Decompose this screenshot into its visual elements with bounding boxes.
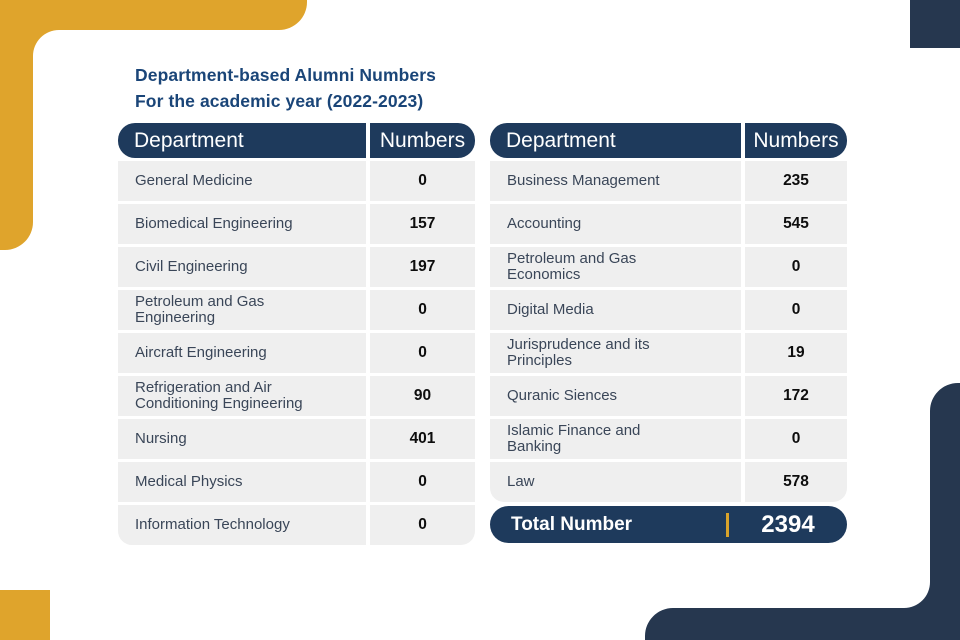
department-cell: Petroleum and Gas Economics bbox=[490, 247, 741, 287]
table-row: Law 578 bbox=[490, 462, 847, 502]
table-row: Medical Physics 0 bbox=[118, 462, 475, 502]
total-row: Total Number 2394 bbox=[490, 506, 847, 543]
table-row: Business Management 235 bbox=[490, 161, 847, 201]
table-row: General Medicine 0 bbox=[118, 161, 475, 201]
corner-accent-top-left-shape bbox=[0, 0, 307, 250]
department-cell: Law bbox=[490, 462, 741, 502]
number-cell: 19 bbox=[745, 333, 847, 373]
number-cell: 545 bbox=[745, 204, 847, 244]
page-title-line1: Department-based Alumni Numbers bbox=[135, 65, 436, 85]
table-header-row: Department Numbers bbox=[490, 123, 847, 158]
numbers-header: Numbers bbox=[370, 123, 475, 158]
table-row: Aircraft Engineering 0 bbox=[118, 333, 475, 373]
department-header: Department bbox=[490, 123, 741, 158]
table-row: Digital Media 0 bbox=[490, 290, 847, 330]
bottom-left-block-shape bbox=[0, 590, 50, 640]
department-cell: Refrigeration and Air Conditioning Engin… bbox=[118, 376, 366, 416]
table-row: Petroleum and Gas Engineering 0 bbox=[118, 290, 475, 330]
table-row: Petroleum and Gas Economics 0 bbox=[490, 247, 847, 287]
table-header-row: Department Numbers bbox=[118, 123, 475, 158]
table-row: Islamic Finance and Banking 0 bbox=[490, 419, 847, 459]
table-row: Information Technology 0 bbox=[118, 505, 475, 545]
number-cell: 0 bbox=[370, 462, 475, 502]
number-cell: 197 bbox=[370, 247, 475, 287]
page-title-line2: For the academic year (2022-2023) bbox=[135, 91, 424, 111]
table-row: Refrigeration and Air Conditioning Engin… bbox=[118, 376, 475, 416]
table-row: Biomedical Engineering 157 bbox=[118, 204, 475, 244]
number-cell: 0 bbox=[370, 505, 475, 545]
department-cell: General Medicine bbox=[118, 161, 366, 201]
number-cell: 0 bbox=[745, 290, 847, 330]
number-cell: 172 bbox=[745, 376, 847, 416]
department-cell: Biomedical Engineering bbox=[118, 204, 366, 244]
number-cell: 0 bbox=[370, 290, 475, 330]
corner-accent-bottom-right-shape bbox=[645, 383, 960, 640]
number-cell: 0 bbox=[745, 247, 847, 287]
department-cell: Islamic Finance and Banking bbox=[490, 419, 741, 459]
department-cell: Digital Media bbox=[490, 290, 741, 330]
number-cell: 157 bbox=[370, 204, 475, 244]
number-cell: 0 bbox=[370, 161, 475, 201]
table-row: Quranic Siences 172 bbox=[490, 376, 847, 416]
department-cell: Civil Engineering bbox=[118, 247, 366, 287]
table-row: Nursing 401 bbox=[118, 419, 475, 459]
total-label: Total Number bbox=[511, 513, 633, 535]
number-cell: 0 bbox=[745, 419, 847, 459]
department-cell: Business Management bbox=[490, 161, 741, 201]
number-cell: 0 bbox=[370, 333, 475, 373]
numbers-header: Numbers bbox=[745, 123, 847, 158]
department-cell: Information Technology bbox=[118, 505, 366, 545]
number-cell: 235 bbox=[745, 161, 847, 201]
alumni-table-left: Department Numbers General Medicine 0 Bi… bbox=[118, 123, 475, 548]
department-cell: Jurisprudence and its Principles bbox=[490, 333, 741, 373]
department-cell: Quranic Siences bbox=[490, 376, 741, 416]
number-cell: 90 bbox=[370, 376, 475, 416]
department-cell: Accounting bbox=[490, 204, 741, 244]
table-row: Jurisprudence and its Principles 19 bbox=[490, 333, 847, 373]
top-right-block-shape bbox=[910, 0, 960, 48]
total-divider bbox=[726, 512, 729, 537]
department-cell: Medical Physics bbox=[118, 462, 366, 502]
page-title: Department-based Alumni Numbers For the … bbox=[135, 62, 436, 114]
department-cell: Aircraft Engineering bbox=[118, 333, 366, 373]
department-cell: Petroleum and Gas Engineering bbox=[118, 290, 366, 330]
department-cell: Nursing bbox=[118, 419, 366, 459]
total-value: 2394 bbox=[761, 510, 815, 538]
number-cell: 578 bbox=[745, 462, 847, 502]
number-cell: 401 bbox=[370, 419, 475, 459]
department-header: Department bbox=[118, 123, 366, 158]
alumni-table-right: Department Numbers Business Management 2… bbox=[490, 123, 847, 543]
table-row: Civil Engineering 197 bbox=[118, 247, 475, 287]
table-row: Accounting 545 bbox=[490, 204, 847, 244]
